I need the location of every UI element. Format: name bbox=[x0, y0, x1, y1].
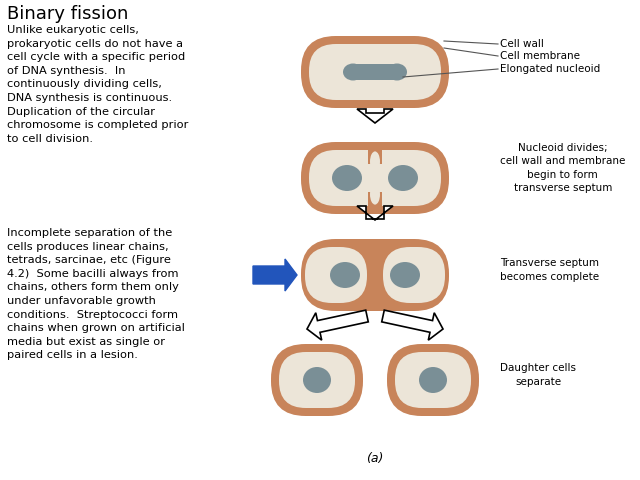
Bar bbox=[368, 192, 382, 214]
FancyBboxPatch shape bbox=[383, 247, 445, 303]
FancyBboxPatch shape bbox=[305, 247, 367, 303]
Ellipse shape bbox=[390, 262, 420, 288]
Text: Daughter cells
separate: Daughter cells separate bbox=[500, 363, 576, 386]
Text: Unlike eukaryotic cells,
prokaryotic cells do not have a
cell cycle with a speci: Unlike eukaryotic cells, prokaryotic cel… bbox=[7, 25, 188, 144]
FancyBboxPatch shape bbox=[301, 239, 449, 311]
Ellipse shape bbox=[370, 151, 380, 172]
FancyBboxPatch shape bbox=[301, 36, 449, 108]
Ellipse shape bbox=[303, 367, 331, 393]
Ellipse shape bbox=[370, 184, 380, 204]
FancyBboxPatch shape bbox=[387, 344, 479, 416]
FancyBboxPatch shape bbox=[395, 352, 471, 408]
FancyBboxPatch shape bbox=[347, 64, 403, 80]
Text: Incomplete separation of the
cells produces linear chains,
tetrads, sarcinae, et: Incomplete separation of the cells produ… bbox=[7, 228, 185, 360]
Ellipse shape bbox=[332, 165, 362, 191]
Ellipse shape bbox=[419, 367, 447, 393]
FancyBboxPatch shape bbox=[309, 150, 441, 206]
Ellipse shape bbox=[388, 165, 418, 191]
FancyBboxPatch shape bbox=[309, 44, 441, 100]
Ellipse shape bbox=[343, 63, 363, 81]
Ellipse shape bbox=[387, 63, 407, 81]
Polygon shape bbox=[357, 206, 393, 220]
Text: Transverse septum
becomes complete: Transverse septum becomes complete bbox=[500, 258, 599, 282]
Polygon shape bbox=[253, 259, 297, 291]
Text: Binary fission: Binary fission bbox=[7, 5, 129, 23]
FancyBboxPatch shape bbox=[279, 352, 355, 408]
Bar bbox=[368, 142, 382, 164]
Bar bbox=[371, 239, 379, 311]
Text: (a): (a) bbox=[366, 452, 384, 465]
Text: Cell wall: Cell wall bbox=[500, 39, 544, 49]
Polygon shape bbox=[307, 310, 368, 340]
FancyBboxPatch shape bbox=[301, 142, 449, 214]
FancyBboxPatch shape bbox=[271, 344, 363, 416]
Polygon shape bbox=[357, 109, 393, 123]
Ellipse shape bbox=[330, 262, 360, 288]
Text: Cell membrane: Cell membrane bbox=[500, 51, 580, 61]
Polygon shape bbox=[381, 310, 443, 340]
Text: Elongated nucleoid: Elongated nucleoid bbox=[500, 64, 600, 74]
Text: Nucleoid divides;
cell wall and membrane
begin to form
transverse septum: Nucleoid divides; cell wall and membrane… bbox=[500, 143, 625, 193]
